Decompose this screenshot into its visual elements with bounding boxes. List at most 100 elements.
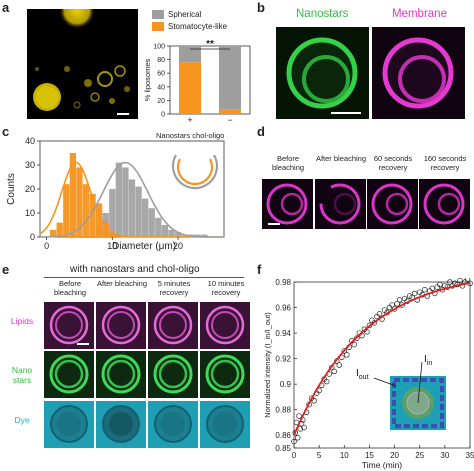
channel-label-membrane: Membrane (392, 8, 447, 20)
x-tick-label-f: 20 (390, 451, 399, 460)
outer-membrane-ring (266, 183, 308, 225)
y-tick-label-f: 0.86 (275, 431, 291, 440)
inset-in-subscript: in (427, 360, 433, 367)
inner-ring (158, 359, 188, 389)
frap-image-e-1-3 (200, 351, 250, 398)
y-tick-label-f: 0.94 (275, 329, 291, 338)
y-tick-label-a: 60 (157, 71, 165, 78)
frap-image-d-1 (315, 179, 366, 229)
data-point (297, 426, 304, 432)
plot-frame-a (169, 45, 251, 115)
frap-image-e-0-1 (96, 302, 146, 349)
inset-out-label: Iout (356, 368, 369, 381)
data-point (399, 302, 405, 308)
image-bg (96, 302, 146, 349)
scale-bar (77, 343, 89, 345)
hist-bar-1 (181, 234, 188, 237)
inner-ring (54, 359, 84, 389)
frap-image-e-2-1 (96, 401, 146, 448)
x-tick-label-c: 20 (173, 241, 183, 251)
outer-ring (205, 354, 245, 394)
hist-bar-1 (135, 186, 142, 237)
inset-in-label: Iin (424, 354, 432, 367)
row-label-e-0: Lipids (10, 316, 34, 326)
x-tick-label-f: 30 (440, 451, 449, 460)
x-tick-label-f: 25 (415, 451, 424, 460)
data-point (429, 285, 436, 292)
y-tick-label-a: 100 (153, 44, 165, 51)
hist-bar-1 (109, 189, 116, 237)
y-tick-label-c: 40 (25, 136, 35, 146)
frap-image-e-2-0 (44, 401, 94, 448)
data-point (323, 378, 330, 385)
frap-image-e-1-2 (148, 351, 198, 398)
outer-ring (153, 354, 193, 394)
stage-label-e-2: 5 minutes recovery (157, 279, 191, 297)
stage-label-e-0: Before bleaching (53, 279, 87, 297)
panel-label-c: c (2, 124, 10, 139)
stage-label-d-1: After bleaching (315, 154, 367, 163)
y-axis-label-a: % liposomes (143, 58, 152, 101)
hist-bar-1 (155, 217, 162, 237)
x-tick-label-f: 10 (340, 451, 349, 460)
hist-bar-1 (128, 179, 136, 237)
schematic-inner-ring (176, 158, 214, 186)
hist-bar-0 (95, 203, 103, 237)
frap-image-e-2-2 (148, 401, 198, 448)
panel-label-b: b (257, 0, 265, 15)
panel-label-f: f (257, 262, 262, 277)
dye-inner (161, 412, 185, 436)
x-label-a: Nanostars chol-oligo (156, 131, 225, 140)
data-point (336, 362, 343, 368)
data-point (354, 335, 360, 341)
x-tick-label-f: 15 (365, 451, 374, 460)
data-point (396, 297, 403, 303)
frap-image-e-0-3 (200, 302, 250, 349)
inset-out-pointer (373, 377, 397, 387)
inner-membrane-ring (280, 192, 304, 216)
dye-inner (213, 412, 237, 436)
scale-bar (268, 223, 280, 225)
inner-membrane-ring (385, 192, 409, 216)
data-point (364, 329, 370, 335)
frap-image-d-0 (262, 179, 313, 229)
y-tick-label-f: 0.9 (280, 380, 292, 389)
frap-image-d-3 (419, 179, 470, 229)
data-point (447, 279, 453, 285)
x-tick-label-f: 5 (317, 451, 322, 460)
inner-membrane-ring (437, 192, 461, 216)
data-point (371, 320, 378, 326)
dye-inner (109, 412, 133, 436)
frap-image-e-1-0 (44, 351, 94, 398)
hist-bar-1 (122, 167, 129, 237)
fit-curve-f (293, 282, 471, 436)
inset-out-subscript: out (359, 374, 369, 381)
frap-image-e-0-0 (44, 302, 94, 349)
header-e-underline (44, 277, 244, 278)
image-bg (44, 302, 94, 349)
y-tick-label-c: 30 (25, 160, 35, 170)
stage-label-d-2: 60 seconds recovery (373, 154, 413, 172)
hist-bar-1 (174, 232, 182, 237)
frap-image-e-0-2 (148, 302, 198, 349)
hist-bar-1 (148, 208, 155, 237)
row-label-e-2: Dye (14, 415, 30, 425)
x-tick-label-f: 35 (466, 451, 474, 460)
hist-bar-0 (82, 184, 90, 237)
inset-outer-roi (392, 378, 444, 428)
data-point (376, 311, 383, 317)
row-label-e-1: Nano stars (11, 365, 33, 385)
outer-membrane-ring (319, 183, 361, 225)
hist-bar-1 (115, 162, 123, 237)
data-point (459, 283, 466, 289)
outer-membrane-ring (371, 183, 413, 225)
outer-ring (153, 305, 193, 345)
x-tick-label-c: 0 (44, 241, 49, 251)
fit-curve-1 (39, 161, 224, 238)
x-axis-label-f: Time (min) (362, 460, 402, 470)
outer-ring (49, 305, 89, 345)
inner-ring (55, 311, 83, 339)
y-tick-label-c: 10 (25, 208, 35, 218)
stage-label-d-0: Before bleaching (271, 154, 305, 172)
data-point (351, 341, 358, 348)
